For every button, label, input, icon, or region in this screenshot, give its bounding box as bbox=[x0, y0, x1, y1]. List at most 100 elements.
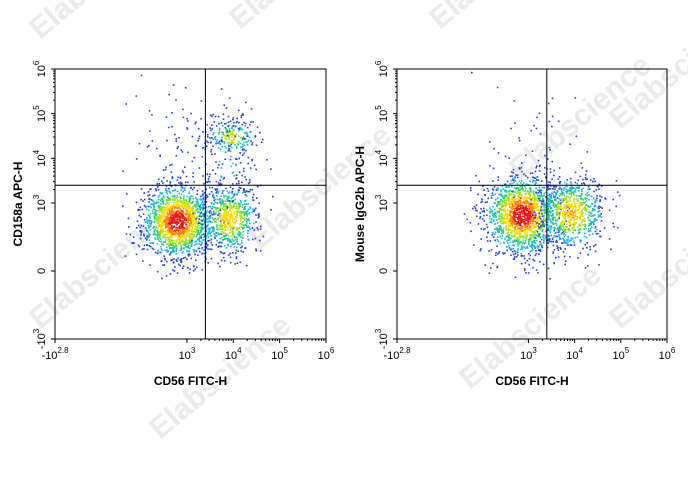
event-dot bbox=[557, 220, 559, 223]
event-dot bbox=[514, 212, 516, 215]
event-dot bbox=[203, 182, 205, 185]
event-dot bbox=[588, 230, 591, 232]
event-dot bbox=[187, 253, 190, 256]
event-dot bbox=[510, 227, 512, 230]
event-dot bbox=[532, 181, 534, 183]
event-dot bbox=[491, 212, 494, 215]
event-dot bbox=[563, 230, 565, 233]
event-dot bbox=[135, 253, 138, 256]
event-dot bbox=[548, 211, 550, 213]
event-dot bbox=[187, 206, 190, 208]
event-dot bbox=[550, 185, 552, 187]
event-dot bbox=[508, 185, 510, 188]
event-dot bbox=[203, 203, 206, 206]
event-dot bbox=[252, 199, 254, 201]
event-dot bbox=[228, 199, 230, 202]
event-dot bbox=[521, 188, 523, 190]
event-dot bbox=[208, 186, 211, 189]
event-dot bbox=[521, 218, 523, 220]
event-dot bbox=[169, 211, 171, 214]
event-dot bbox=[541, 246, 544, 249]
event-dot bbox=[152, 195, 154, 197]
event-dot bbox=[555, 222, 557, 225]
event-dot bbox=[199, 222, 201, 224]
event-dot bbox=[545, 196, 547, 198]
event-dot bbox=[225, 216, 228, 219]
event-dot bbox=[156, 183, 158, 185]
event-dot bbox=[506, 197, 508, 199]
event-dot bbox=[166, 243, 169, 245]
event-dot bbox=[249, 207, 252, 210]
event-dot bbox=[536, 209, 538, 211]
event-dot bbox=[536, 192, 538, 195]
event-dot bbox=[173, 258, 175, 260]
event-dot bbox=[538, 194, 540, 197]
event-dot bbox=[505, 186, 508, 188]
event-dot bbox=[158, 204, 160, 207]
event-dot bbox=[496, 238, 498, 241]
event-dot bbox=[584, 224, 587, 226]
event-dot bbox=[164, 241, 166, 243]
event-dot bbox=[231, 208, 234, 211]
event-dot bbox=[246, 143, 249, 146]
event-dot bbox=[195, 222, 198, 225]
event-dot bbox=[510, 216, 513, 219]
event-dot bbox=[187, 255, 190, 257]
event-dot bbox=[233, 121, 235, 124]
event-dot bbox=[530, 249, 533, 252]
event-dot bbox=[212, 133, 214, 136]
event-dot bbox=[533, 197, 536, 200]
event-dot bbox=[181, 206, 184, 208]
event-dot bbox=[594, 244, 597, 246]
event-dot bbox=[536, 199, 538, 202]
event-dot bbox=[246, 131, 248, 134]
event-dot bbox=[518, 238, 520, 241]
event-dot bbox=[522, 215, 524, 218]
event-dot bbox=[206, 194, 208, 196]
event-dot bbox=[529, 254, 531, 257]
event-dot bbox=[487, 232, 489, 234]
event-dot bbox=[135, 158, 138, 160]
event-dot bbox=[173, 246, 176, 248]
event-dot bbox=[220, 259, 223, 262]
event-dot bbox=[489, 210, 491, 213]
event-dot bbox=[510, 171, 513, 173]
event-dot bbox=[505, 226, 507, 228]
event-dot bbox=[246, 218, 249, 221]
event-dot bbox=[532, 258, 534, 261]
event-dot bbox=[258, 202, 260, 204]
event-dot bbox=[210, 257, 213, 260]
event-dot bbox=[216, 239, 218, 242]
event-dot bbox=[178, 212, 181, 215]
event-dot bbox=[573, 209, 576, 211]
event-dot bbox=[536, 165, 538, 167]
event-dot bbox=[597, 206, 599, 209]
event-dot bbox=[544, 212, 546, 214]
event-dot bbox=[238, 182, 240, 185]
event-dot bbox=[240, 246, 242, 249]
event-dot bbox=[531, 197, 533, 200]
event-dot bbox=[506, 208, 509, 211]
event-dot bbox=[519, 208, 521, 210]
event-dot bbox=[255, 144, 258, 147]
event-dot bbox=[207, 141, 209, 144]
event-dot bbox=[522, 229, 524, 232]
event-dot bbox=[503, 198, 506, 201]
event-dot bbox=[148, 209, 150, 212]
event-dot bbox=[207, 233, 209, 236]
event-dot bbox=[514, 232, 517, 234]
event-dot bbox=[206, 173, 209, 176]
event-dot bbox=[520, 211, 523, 214]
event-dot bbox=[189, 234, 191, 236]
event-dot bbox=[541, 209, 543, 211]
event-dot bbox=[511, 216, 514, 219]
event-dot bbox=[200, 100, 203, 102]
event-dot bbox=[547, 267, 550, 270]
event-dot bbox=[576, 218, 578, 220]
event-dot bbox=[186, 127, 188, 129]
event-dot bbox=[541, 195, 544, 197]
event-dot bbox=[227, 210, 229, 213]
event-dot bbox=[182, 210, 185, 212]
event-dot bbox=[552, 213, 554, 215]
